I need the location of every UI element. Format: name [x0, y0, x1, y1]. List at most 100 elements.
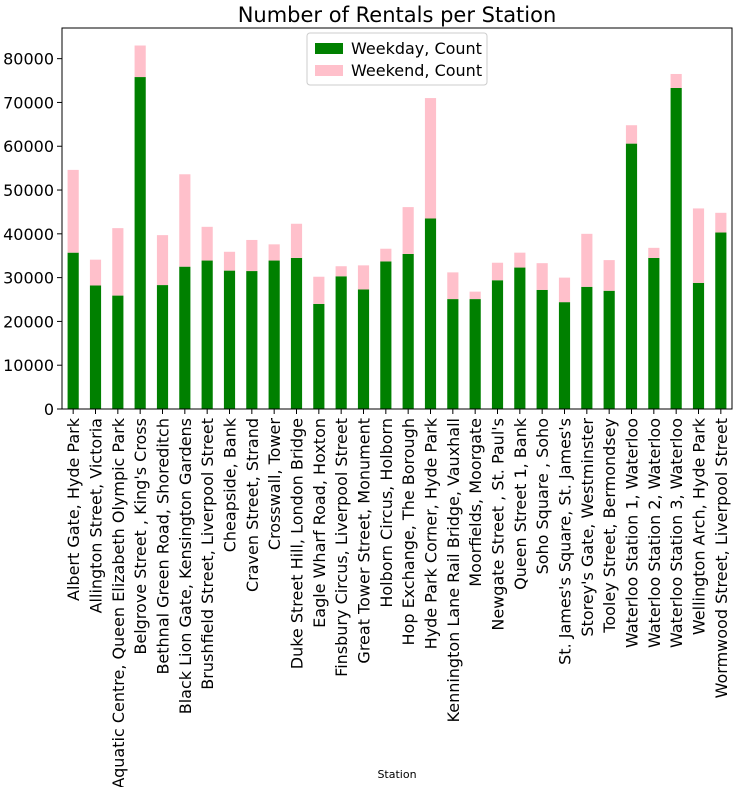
bar-weekend — [424, 98, 437, 219]
bar-weekend — [715, 212, 727, 233]
bar-weekday — [67, 252, 79, 409]
y-tick-label: 60000 — [3, 137, 54, 156]
bar-weekday — [536, 289, 548, 409]
bar-weekday — [491, 280, 504, 409]
bar-weekday — [89, 285, 102, 409]
y-tick-label: 50000 — [3, 181, 54, 200]
bar-weekend — [134, 45, 146, 78]
bar-weekday — [112, 295, 124, 409]
plot-frame — [61, 27, 733, 410]
bar-weekday — [134, 77, 146, 410]
bar-weekend — [89, 259, 102, 286]
bar-weekend — [402, 207, 414, 254]
legend-label-weekday: Weekday, Count — [351, 39, 482, 58]
bar-weekday — [246, 271, 258, 409]
bars-layer — [67, 45, 727, 410]
bar-weekday — [447, 299, 459, 409]
x-axis-label: Station — [377, 768, 416, 781]
bar-weekend — [290, 223, 303, 258]
y-tick-label: 0 — [44, 400, 54, 419]
bar-weekday — [469, 299, 481, 409]
bar-weekend — [246, 239, 258, 272]
legend-swatch-weekday — [315, 43, 343, 54]
y-tick-label: 40000 — [3, 225, 54, 244]
bar-weekend — [491, 262, 504, 281]
bar-weekday — [514, 267, 526, 409]
x-tick-label: Tooley Street, Bermondsey — [600, 418, 619, 634]
x-tick-label: Craven Street, Strand — [243, 418, 262, 592]
x-tick-label: Duke Street Hill, London Bridge — [288, 418, 307, 669]
bar-weekday — [402, 253, 414, 409]
bar-weekday — [268, 260, 280, 409]
bar-weekend — [625, 125, 638, 144]
x-tick-label: Finsbury Circus, Liverpool Street — [332, 418, 351, 677]
bar-weekend — [268, 244, 280, 261]
bar-weekend — [514, 252, 526, 268]
x-tick-label: Storey's Gate, Westminster — [578, 418, 597, 637]
bar-weekend — [670, 73, 682, 88]
x-tick-label: Great Tower Street, Monument — [355, 418, 374, 664]
x-tick-label: Queen Street 1, Bank — [511, 417, 530, 590]
bar-weekend — [603, 260, 615, 291]
x-tick-label: Kennington Lane Rail Bridge, Vauxhall — [444, 418, 463, 722]
x-tick-label: Hyde Park Corner, Hyde Park — [422, 417, 441, 649]
bar-weekend — [692, 208, 705, 283]
x-tick-label: Belgrove Street , King's Cross — [131, 418, 150, 655]
bar-weekday — [223, 270, 236, 409]
y-tick-label: 70000 — [3, 93, 54, 112]
legend-label-weekend: Weekend, Count — [351, 61, 482, 80]
x-tick-label: Aquatic Centre, Queen Elizabeth Olympic … — [109, 417, 128, 787]
x-tick-label: Crosswall, Tower — [265, 418, 284, 551]
bar-weekend — [223, 251, 236, 271]
bar-weekend — [558, 277, 571, 303]
x-tick-label: Waterloo Station 2, Waterloo — [645, 418, 664, 648]
bar-weekend — [156, 235, 169, 286]
bar-weekend — [112, 228, 124, 296]
bar-weekday — [603, 290, 615, 409]
legend: Weekday, Count Weekend, Count — [306, 32, 488, 86]
y-tick-label: 20000 — [3, 312, 54, 331]
x-tick-label: Albert Gate, Hyde Park — [64, 417, 83, 601]
bar-weekday — [424, 218, 437, 409]
bar-weekend — [357, 265, 370, 290]
axes-layer: 0 10000 20000 30000 40000 50000 60000 70000 8000… — [3, 27, 733, 787]
bar-weekday — [558, 302, 571, 409]
x-tick-label: Soho Square , Soho — [533, 418, 552, 574]
x-tick-label: Moorfields, Moorgate — [466, 418, 485, 587]
bar-weekday — [335, 276, 347, 409]
bar-weekday — [290, 257, 303, 409]
bar-weekday — [156, 285, 169, 409]
x-tick-label: Waterloo Station 1, Waterloo — [623, 418, 642, 648]
bar-weekday — [670, 88, 682, 409]
bar-weekend — [201, 226, 213, 261]
bar-weekend — [469, 291, 481, 300]
bar-weekday — [581, 286, 593, 409]
legend-swatch-weekend — [315, 65, 343, 76]
chart-title: Number of Rentals per Station — [238, 3, 557, 27]
bar-weekday — [313, 303, 325, 409]
bar-weekday — [179, 266, 191, 409]
x-tick-label: St. James's Square, St. James's — [556, 418, 575, 665]
x-tick-label: Waterloo Station 3, Waterloo — [667, 418, 686, 648]
x-tick-label: Bethnal Green Road, Shoreditch — [154, 418, 173, 675]
bar-weekday — [625, 143, 638, 410]
y-tick-label: 10000 — [3, 356, 54, 375]
x-tick-label: Newgate Street , St. Paul's — [489, 418, 508, 631]
bar-weekend — [447, 272, 459, 300]
bar-weekend — [313, 276, 325, 304]
bar-weekend — [536, 263, 548, 290]
y-tick-label: 80000 — [3, 50, 54, 69]
bar-weekend — [380, 248, 392, 262]
x-tick-label: Cheapside, Bank — [221, 417, 240, 552]
x-tick-label: Eagle Wharf Road, Hoxton — [310, 418, 329, 628]
bar-weekday — [648, 257, 660, 409]
x-tick-label: Allington Street, Victoria — [87, 418, 106, 613]
x-tick-label: Holborn Circus, Holborn — [377, 418, 396, 608]
x-tick-label: Wormwood Street, Liverpool Street — [712, 418, 731, 698]
bar-weekend — [335, 266, 347, 277]
bar-weekend — [67, 169, 79, 253]
bar-weekday — [715, 232, 727, 409]
x-tick-label: Black Lion Gate, Kensington Gardens — [176, 418, 195, 714]
x-tick-label: Brushfield Street, Liverpool Street — [198, 418, 217, 690]
